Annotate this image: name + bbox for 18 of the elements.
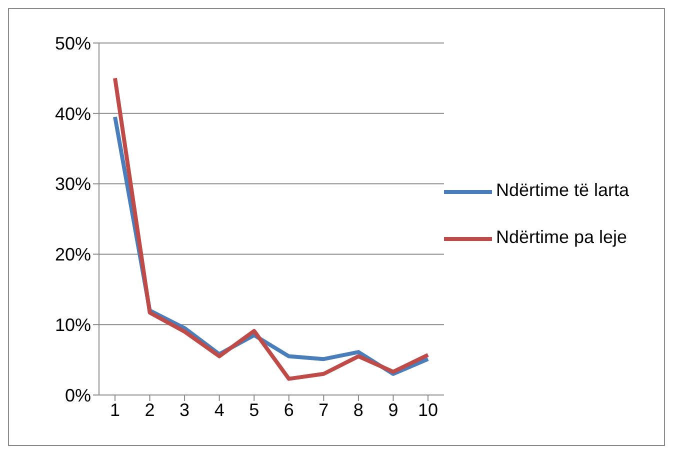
x-tick-label: 9 [388,400,398,420]
x-tick-label: 3 [180,400,190,420]
x-tick-label: 7 [318,400,329,420]
x-tick-label: 1 [110,400,120,420]
y-tick-label: 40% [54,104,91,124]
y-tick-label: 0% [64,385,91,406]
x-tick-label: 2 [144,400,155,420]
x-tick-label: 8 [353,400,364,420]
x-tick-label: 10 [418,400,438,420]
y-tick-label: 30% [54,174,91,194]
x-tick-label: 5 [249,400,260,420]
y-tick-label: 50% [54,33,91,54]
legend-label: Ndërtime të larta [496,180,630,201]
x-tick-label: 6 [284,400,294,420]
legend-label: Ndërtime pa leje [496,227,628,248]
y-tick-label: 20% [54,244,91,265]
x-tick-label: 4 [214,400,224,420]
y-tick-label: 10% [54,314,91,335]
